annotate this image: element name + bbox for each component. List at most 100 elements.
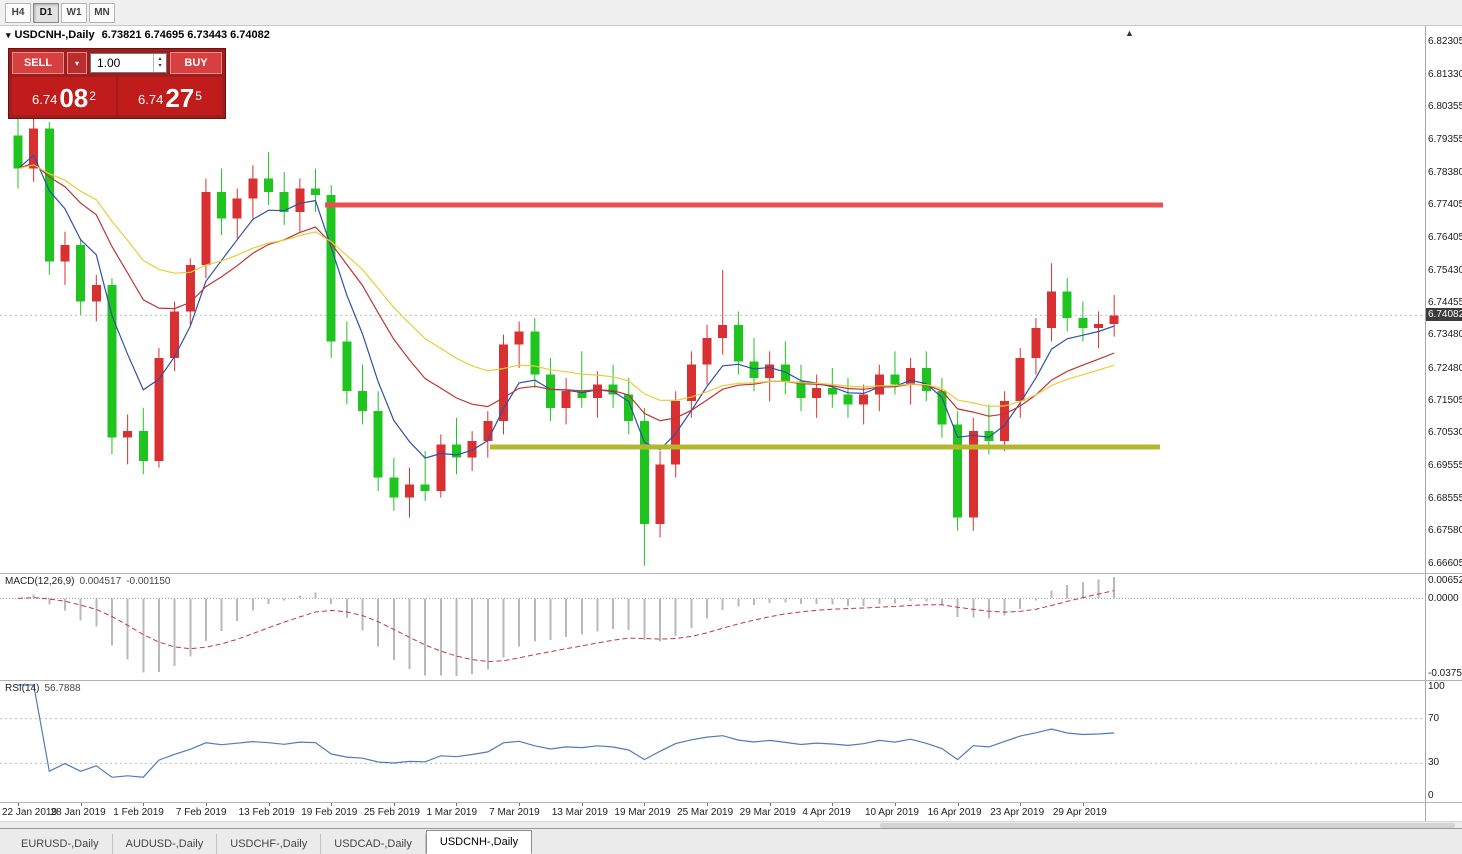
time-axis-tick	[581, 803, 583, 806]
buy-price-button[interactable]: 6.74 27 5	[118, 77, 222, 115]
sell-price-big: 6.74	[32, 92, 58, 107]
time-axis-tick	[143, 803, 145, 806]
rsi-axis-label: 0	[1428, 790, 1434, 801]
chart-title-symbol: USDCNH-,Daily	[14, 29, 95, 41]
timeframe-button-mn[interactable]: MN	[89, 2, 115, 23]
current-price-tag: 6.74082	[1426, 308, 1462, 322]
rsi-axis-label: 30	[1428, 757, 1440, 769]
time-axis-tick	[268, 803, 270, 806]
price-axis-label: 6.77405	[1428, 198, 1462, 210]
pane-separator[interactable]	[0, 680, 1462, 681]
price-axis-label: 6.78380	[1428, 166, 1462, 178]
price-axis-label: 6.82305	[1428, 36, 1462, 48]
price-axis-label: 6.66605	[1428, 557, 1462, 569]
macd-axis[interactable]: 0.006522 0.0000 -0.03757	[1425, 574, 1462, 680]
time-axis-tick	[456, 803, 458, 806]
timeframe-button-d1[interactable]: D1	[33, 2, 59, 23]
time-axis-label: 4 Apr 2019	[802, 807, 851, 818]
time-axis-tick	[18, 803, 19, 806]
main-chart-pane[interactable]: ▾ USDCNH-,Daily 6.73821 6.74695 6.73443 6…	[0, 26, 1425, 573]
time-axis-label: 13 Mar 2019	[551, 807, 608, 818]
chart-window: ▾ USDCNH-,Daily 6.73821 6.74695 6.73443 6…	[0, 26, 1462, 829]
rsi-chart	[0, 684, 1425, 778]
buy-price-big: 6.74	[138, 92, 164, 107]
buy-price-pips: 27	[165, 83, 195, 113]
time-axis-tick	[393, 803, 395, 806]
volume-input[interactable]	[91, 56, 153, 70]
volume-step-down-icon[interactable]: ▾	[158, 63, 162, 69]
volume-dropdown-icon[interactable]: ▾	[67, 52, 87, 74]
time-axis-tick	[707, 803, 709, 806]
sell-price-frac: 2	[89, 89, 96, 103]
time-axis[interactable]: 22 Jan 2019 28 Jan 2019 1 Feb 2019 7 Feb 20…	[0, 803, 1425, 821]
chart-title-ohlc: 6.73821 6.74695 6.73443 6.74082	[101, 29, 270, 41]
time-axis-label: 7 Mar 2019	[489, 807, 540, 818]
time-axis-tick	[331, 803, 333, 806]
sell-price-pips: 08	[59, 83, 89, 113]
buy-price-frac: 5	[195, 89, 202, 103]
macd-axis-label: -0.03757	[1428, 668, 1462, 679]
pane-separator[interactable]	[0, 802, 1462, 803]
price-axis-label: 6.81330	[1428, 68, 1462, 80]
price-axis-label: 6.69555	[1428, 459, 1462, 471]
time-axis-tick	[894, 803, 896, 806]
tab-usdcnh-daily[interactable]: USDCNH-,Daily	[425, 830, 533, 854]
candlestick-chart[interactable]	[0, 26, 1425, 573]
time-axis-label: 25 Mar 2019	[677, 807, 734, 818]
time-axis-label: 28 Jan 2019	[50, 807, 106, 818]
pane-separator[interactable]	[0, 573, 1462, 574]
time-axis-label: 13 Feb 2019	[238, 807, 295, 818]
macd-axis-label: 0.006522	[1428, 575, 1462, 586]
tab-usdcad-daily[interactable]: USDCAD-,Daily	[321, 834, 426, 854]
macd-value-main: 0.004517	[79, 576, 122, 587]
rsi-axis-label: 100	[1428, 681, 1445, 692]
time-axis-tick	[80, 803, 82, 806]
tab-eurusd-daily[interactable]: EURUSD-,Daily	[8, 834, 113, 854]
time-axis-label: 23 Apr 2019	[990, 807, 1045, 818]
rsi-axis-label: 70	[1428, 712, 1440, 724]
volume-step-up-icon[interactable]: ▴	[158, 56, 162, 62]
time-axis-label: 1 Mar 2019	[426, 807, 478, 818]
price-axis[interactable]: 6.82305 6.81330 6.80355 6.79355 6.78380 6.774…	[1425, 26, 1462, 573]
time-axis-label: 10 Apr 2019	[864, 807, 919, 818]
time-axis-label: 29 Apr 2019	[1052, 807, 1107, 818]
volume-stepper[interactable]: ▴ ▾	[153, 54, 166, 72]
horizontal-scrollbar[interactable]	[0, 821, 1462, 829]
timeframe-button-h4[interactable]: H4	[5, 2, 31, 23]
price-axis-label: 6.74455	[1428, 296, 1462, 308]
time-axis-tick	[832, 803, 834, 806]
rsi-value: 56.7888	[44, 683, 81, 694]
one-click-trade-panel: SELL ▾ ▴ ▾ BUY 6.74 08 2	[8, 48, 226, 119]
time-axis-tick	[205, 803, 207, 806]
tab-audusd-daily[interactable]: AUDUSD-,Daily	[112, 834, 218, 854]
one-click-panel-toggle-icon[interactable]: ▾	[6, 30, 11, 40]
axis-corner	[1425, 803, 1462, 821]
rsi-label: RSI(14) 56.7888	[5, 683, 81, 694]
price-axis-label: 6.76405	[1428, 232, 1462, 244]
buy-button[interactable]: BUY	[170, 52, 222, 74]
timeframe-toolbar: H4 D1 W1 MN	[0, 0, 1462, 26]
time-axis-label: 1 Feb 2019	[113, 807, 164, 818]
tab-usdchf-daily[interactable]: USDCHF-,Daily	[217, 834, 322, 854]
price-axis-label: 6.79355	[1428, 134, 1462, 146]
time-axis-label: 29 Mar 2019	[739, 807, 796, 818]
scrollbar-thumb[interactable]	[880, 823, 1455, 828]
rsi-pane[interactable]: RSI(14) 56.7888	[0, 681, 1425, 802]
time-axis-tick	[957, 803, 959, 806]
time-axis-label: 16 Apr 2019	[927, 807, 982, 818]
price-axis-label: 6.67580	[1428, 525, 1462, 537]
scroll-to-end-icon[interactable]: ▲	[1125, 28, 1134, 38]
timeframe-button-w1[interactable]: W1	[61, 2, 87, 23]
time-axis-tick	[769, 803, 771, 806]
sell-price-button[interactable]: 6.74 08 2	[12, 77, 116, 115]
sell-button[interactable]: SELL	[12, 52, 64, 74]
macd-axis-label: 0.0000	[1428, 593, 1459, 605]
time-axis-label: 22 Jan 2019	[2, 807, 58, 818]
macd-pane[interactable]: MACD(12,26,9) 0.004517 -0.001150	[0, 574, 1425, 680]
time-axis-tick	[1082, 803, 1084, 806]
rsi-axis[interactable]: 100 70 30 0	[1425, 681, 1462, 802]
macd-value-signal: -0.001150	[126, 576, 171, 587]
price-axis-label: 6.75430	[1428, 264, 1462, 276]
price-axis-label: 6.71505	[1428, 395, 1462, 407]
price-axis-label: 6.72480	[1428, 362, 1462, 374]
